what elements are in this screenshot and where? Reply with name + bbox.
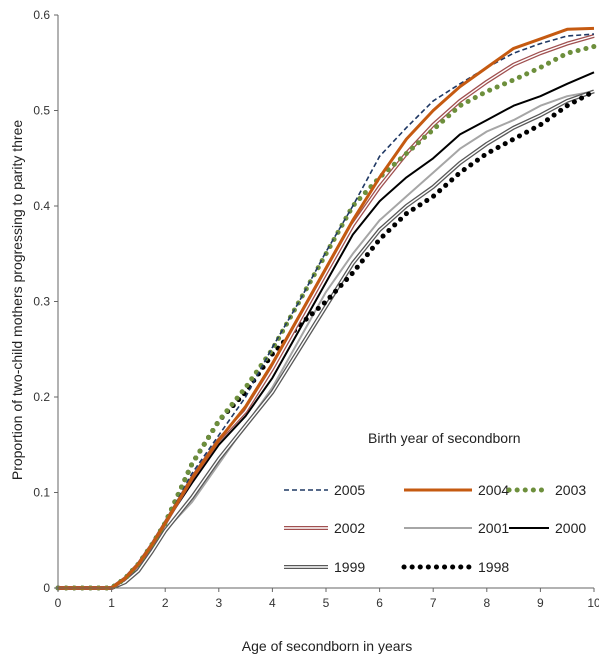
legend-label-2005: 2005 bbox=[334, 482, 365, 498]
x-tick-label: 8 bbox=[483, 596, 490, 610]
x-tick-label: 7 bbox=[430, 596, 437, 610]
x-tick-label: 5 bbox=[323, 596, 330, 610]
series-line-2002-inner bbox=[58, 35, 595, 589]
x-tick-label: 3 bbox=[215, 596, 222, 610]
legend-label-1999: 1999 bbox=[334, 559, 365, 575]
legend-label-2001: 2001 bbox=[478, 520, 509, 536]
legend-label-2004: 2004 bbox=[478, 482, 509, 498]
x-tick-label: 9 bbox=[537, 596, 544, 610]
series-line-2002 bbox=[58, 34, 595, 590]
legend-label-2002: 2002 bbox=[334, 520, 365, 536]
series-line-1999 bbox=[58, 89, 595, 590]
y-tick-label: 0.5 bbox=[33, 104, 50, 118]
y-tick-label: 0.1 bbox=[33, 486, 50, 500]
x-axis-title: Age of secondborn in years bbox=[242, 638, 412, 654]
x-tick-label: 4 bbox=[269, 596, 276, 610]
x-tick-label: 0 bbox=[55, 596, 62, 610]
x-tick-label: 10 bbox=[587, 596, 599, 610]
y-tick-label: 0 bbox=[43, 581, 50, 595]
axes: 0 0.1 0.2 0.3 0.4 0.5 0.6 0 1 2 3 4 5 6 7 8 9 10 bbox=[33, 8, 599, 610]
x-tick-label: 2 bbox=[162, 596, 169, 610]
legend: Birth year of secondborn 2005 2004 2003 2002… bbox=[284, 430, 586, 575]
series-line-2005 bbox=[58, 33, 595, 589]
x-tick-label: 1 bbox=[108, 596, 115, 610]
series-line-1999-inner bbox=[58, 90, 595, 589]
series-line-2001 bbox=[58, 90, 595, 589]
plot-area bbox=[55, 26, 597, 591]
y-tick-label: 0.6 bbox=[33, 8, 50, 22]
legend-label-2000: 2000 bbox=[555, 520, 586, 536]
y-tick-label: 0.2 bbox=[33, 390, 50, 404]
series-line-1998 bbox=[55, 88, 597, 591]
y-tick-label: 0.4 bbox=[33, 199, 50, 213]
legend-label-2003: 2003 bbox=[555, 482, 586, 498]
x-tick-label: 6 bbox=[376, 596, 383, 610]
legend-label-1998: 1998 bbox=[478, 559, 509, 575]
y-tick-label: 0.3 bbox=[33, 295, 50, 309]
series-line-2004 bbox=[58, 26, 595, 590]
legend-title: Birth year of secondborn bbox=[368, 430, 521, 446]
series-line-2000 bbox=[58, 71, 595, 589]
y-axis-title: Proportion of two-child mothers progress… bbox=[9, 120, 25, 480]
